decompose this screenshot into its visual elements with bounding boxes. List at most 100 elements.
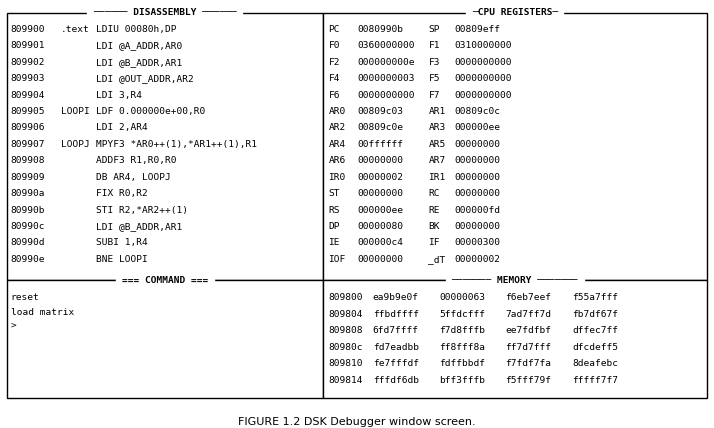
Text: fdffbbdf: fdffbbdf — [439, 359, 485, 368]
Text: IR1: IR1 — [428, 172, 446, 182]
Text: F1: F1 — [428, 41, 440, 50]
Text: AR1: AR1 — [428, 107, 446, 116]
Text: 00809c0e: 00809c0e — [357, 123, 403, 132]
Text: fffff7f7: fffff7f7 — [572, 376, 618, 385]
Text: MPYF3 *AR0++(1),*AR1++(1),R1: MPYF3 *AR0++(1),*AR1++(1),R1 — [96, 140, 257, 149]
Text: 809909: 809909 — [11, 172, 45, 182]
Text: ea9b9e0f: ea9b9e0f — [373, 293, 418, 302]
Text: ─────── MEMORY ───────: ─────── MEMORY ─────── — [451, 276, 578, 285]
Text: IR0: IR0 — [328, 172, 346, 182]
Text: 809804: 809804 — [328, 310, 363, 319]
Text: AR5: AR5 — [428, 140, 446, 149]
Text: f7fdf7fa: f7fdf7fa — [506, 359, 551, 368]
Text: fd7eadbb: fd7eadbb — [373, 343, 418, 352]
Text: 0080990b: 0080990b — [357, 25, 403, 34]
Text: 00000000: 00000000 — [455, 172, 501, 182]
Text: 000000ee: 000000ee — [357, 205, 403, 214]
Text: 80990a: 80990a — [11, 189, 45, 198]
Text: ffbdffff: ffbdffff — [373, 310, 418, 319]
Text: dffec7ff: dffec7ff — [572, 326, 618, 335]
Text: RC: RC — [428, 189, 440, 198]
Text: dfcdeff5: dfcdeff5 — [572, 343, 618, 352]
Text: 00000000: 00000000 — [357, 156, 403, 165]
Text: 00809eff: 00809eff — [455, 25, 501, 34]
Text: 00000002: 00000002 — [455, 255, 501, 264]
Text: 000000000e: 000000000e — [357, 58, 415, 67]
Text: fe7fffdf: fe7fffdf — [373, 359, 418, 368]
Text: 0310000000: 0310000000 — [455, 41, 513, 50]
Text: 80990c: 80990c — [11, 222, 45, 231]
Text: 00000300: 00000300 — [455, 238, 501, 247]
Text: 000000ee: 000000ee — [455, 123, 501, 132]
Text: LDI 2,AR4: LDI 2,AR4 — [96, 123, 148, 132]
Text: load matrix: load matrix — [11, 308, 74, 317]
Text: LDIU 00080h,DP: LDIU 00080h,DP — [96, 25, 177, 34]
Text: === COMMAND ===: === COMMAND === — [122, 276, 208, 285]
Text: FIGURE 1.2 DSK Debugger window screen.: FIGURE 1.2 DSK Debugger window screen. — [238, 416, 476, 427]
Text: 809808: 809808 — [328, 326, 363, 335]
Text: IOF: IOF — [328, 255, 346, 264]
Text: 809907: 809907 — [11, 140, 45, 149]
Text: ff8fff8a: ff8fff8a — [439, 343, 485, 352]
Text: 00000000: 00000000 — [455, 140, 501, 149]
Text: 00000000: 00000000 — [455, 222, 501, 231]
Text: 5ffdcfff: 5ffdcfff — [439, 310, 485, 319]
Text: 00000000: 00000000 — [455, 156, 501, 165]
Bar — [323, 280, 707, 398]
Text: bff3fffb: bff3fffb — [439, 376, 485, 385]
Text: 80990e: 80990e — [11, 255, 45, 264]
Text: IF: IF — [428, 238, 440, 247]
Text: f55a7fff: f55a7fff — [572, 293, 618, 302]
Text: f6eb7eef: f6eb7eef — [506, 293, 551, 302]
Text: AR4: AR4 — [328, 140, 346, 149]
Text: 0000000000: 0000000000 — [455, 58, 513, 67]
Text: 809900: 809900 — [11, 25, 45, 34]
Text: RE: RE — [428, 205, 440, 214]
Text: LDI @A_ADDR,AR0: LDI @A_ADDR,AR0 — [96, 41, 183, 50]
Text: 0360000000: 0360000000 — [357, 41, 415, 50]
Text: 00ffffff: 00ffffff — [357, 140, 403, 149]
Text: PC: PC — [328, 25, 340, 34]
Text: 00000063: 00000063 — [439, 293, 485, 302]
Text: SP: SP — [428, 25, 440, 34]
Text: 809905: 809905 — [11, 107, 45, 116]
Text: F4: F4 — [328, 74, 340, 83]
Text: F0: F0 — [328, 41, 340, 50]
Text: _dT: _dT — [428, 255, 446, 264]
Text: DP: DP — [328, 222, 340, 231]
Text: 809814: 809814 — [328, 376, 363, 385]
Text: 8deafebc: 8deafebc — [572, 359, 618, 368]
Text: 000000c4: 000000c4 — [357, 238, 403, 247]
Text: LDF 0.000000e+00,R0: LDF 0.000000e+00,R0 — [96, 107, 206, 116]
Text: F6: F6 — [328, 91, 340, 100]
Text: RS: RS — [328, 205, 340, 214]
Text: 00000080: 00000080 — [357, 222, 403, 231]
Text: ────── DISASSEMBLY ──────: ────── DISASSEMBLY ────── — [93, 8, 237, 18]
Text: 80980c: 80980c — [328, 343, 363, 352]
Text: LDI @B_ADDR,AR1: LDI @B_ADDR,AR1 — [96, 58, 183, 67]
Bar — [7, 280, 323, 398]
Text: LDI @OUT_ADDR,AR2: LDI @OUT_ADDR,AR2 — [96, 74, 194, 83]
Text: AR7: AR7 — [428, 156, 446, 165]
Text: AR2: AR2 — [328, 123, 346, 132]
Text: DB AR4, LOOPJ: DB AR4, LOOPJ — [96, 172, 171, 182]
Text: 6fd7ffff: 6fd7ffff — [373, 326, 418, 335]
Text: FIX R0,R2: FIX R0,R2 — [96, 189, 148, 198]
Text: 0000000000: 0000000000 — [357, 91, 415, 100]
Text: LDI @B_ADDR,AR1: LDI @B_ADDR,AR1 — [96, 222, 183, 231]
Text: 00000000: 00000000 — [455, 189, 501, 198]
Text: LDI 3,R4: LDI 3,R4 — [96, 91, 142, 100]
Text: 00000002: 00000002 — [357, 172, 403, 182]
Text: F2: F2 — [328, 58, 340, 67]
Text: 0000000000: 0000000000 — [455, 91, 513, 100]
Text: reset: reset — [11, 293, 39, 302]
Text: 809800: 809800 — [328, 293, 363, 302]
Text: 0000000000: 0000000000 — [455, 74, 513, 83]
Text: 809901: 809901 — [11, 41, 45, 50]
Text: STI R2,*AR2++(1): STI R2,*AR2++(1) — [96, 205, 188, 214]
Text: SUBI 1,R4: SUBI 1,R4 — [96, 238, 148, 247]
Text: 00809c0c: 00809c0c — [455, 107, 501, 116]
Text: 80990d: 80990d — [11, 238, 45, 247]
Text: F5: F5 — [428, 74, 440, 83]
Text: f7d8fffb: f7d8fffb — [439, 326, 485, 335]
